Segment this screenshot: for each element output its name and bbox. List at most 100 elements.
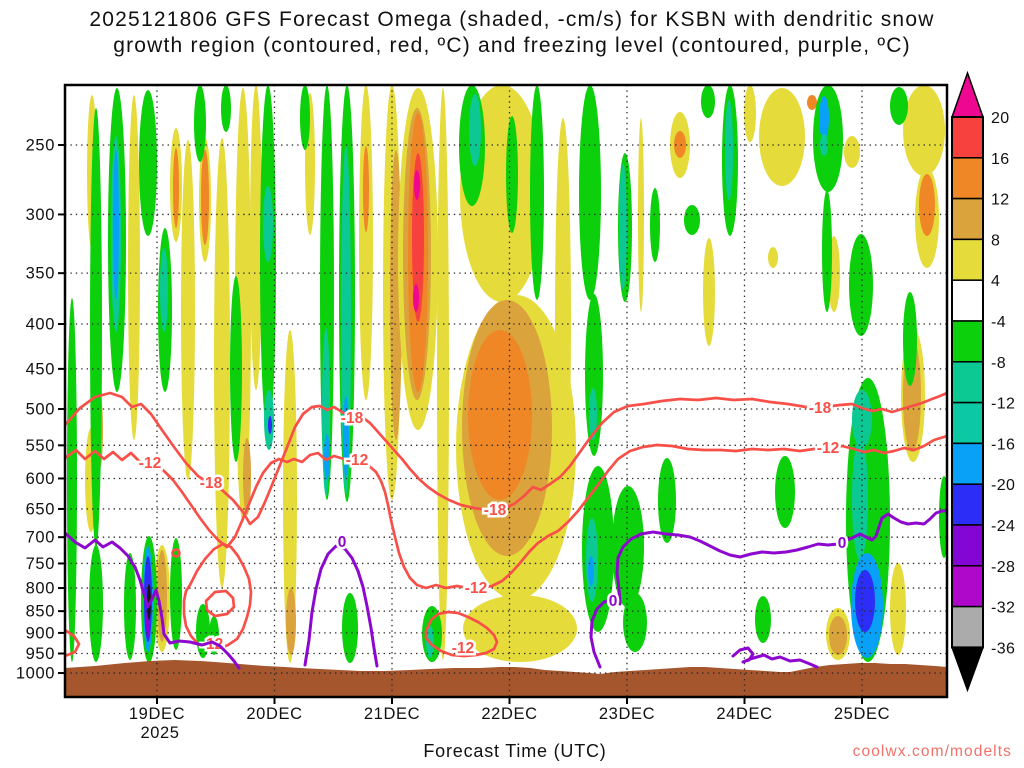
omega-shade-blob (855, 570, 875, 632)
x-tick-label-22DEC: 22DEC (481, 705, 537, 723)
omega-shade-blob (890, 563, 906, 655)
dendritic-growth-region-contour-label: -12 (139, 455, 161, 472)
omega-shade-blob (343, 396, 349, 478)
omega-shade-blob (469, 94, 481, 166)
dendritic-growth-region-contour-label: -18 (200, 475, 223, 492)
colorbar-label--24: -24 (991, 518, 1015, 535)
watermark: coolwx.com/modelts (853, 743, 1012, 760)
omega-shade-blob (844, 136, 860, 168)
omega-shade-blob (221, 85, 231, 132)
dendritic-growth-region-contour-label: -18 (484, 502, 507, 519)
omega-shade-blob (588, 556, 594, 586)
omega-shade-blob (124, 553, 136, 660)
dendritic-growth-region-contour (182, 542, 253, 651)
colorbar-cell (951, 116, 984, 159)
omega-shade-blob (755, 596, 771, 643)
omega-shade-blob (170, 538, 182, 650)
omega-shade-blob (283, 330, 297, 663)
omega-shade-blob (300, 85, 310, 150)
colorbar-label--20: -20 (991, 477, 1015, 494)
colorbar-cell (951, 524, 984, 567)
freezing-level-contour (589, 509, 947, 669)
freezing-level-contour (731, 646, 819, 669)
colorbar-cell (951, 157, 984, 200)
omega-shade-blob (903, 85, 945, 176)
colorbar-label-20: 20 (991, 110, 1010, 127)
omega-shade-blob (725, 100, 733, 200)
colorbar-under-arrow (950, 646, 985, 693)
colorbar-label-16: 16 (991, 151, 1010, 168)
y-tick-label-850: 850 (26, 603, 55, 621)
terrain (65, 660, 947, 696)
omega-shade-blob (903, 292, 917, 386)
colorbar-cell (951, 279, 984, 322)
x-axis-year-label: 2025 (140, 724, 179, 742)
colorbar-label--4: -4 (991, 314, 1006, 331)
omega-shade-blob (437, 88, 449, 660)
omega-shade-blob (820, 134, 828, 156)
omega-shade-blob (807, 95, 817, 110)
omega-shade-blob (775, 456, 795, 528)
y-tick-label-300: 300 (26, 206, 55, 224)
dendritic-growth-region-contour-label: -18 (809, 400, 832, 417)
omega-shade-blob (468, 330, 532, 500)
freezing-level-contour-label: 0 (609, 593, 618, 610)
dendritic-growth-region-contour-label: -12 (346, 452, 368, 469)
omega-shade-blob (194, 85, 206, 162)
omega-shade-blob (363, 146, 369, 232)
x-tick-label-25DEC: 25DEC (834, 705, 890, 723)
omega-shade-blob (139, 90, 157, 236)
omega-shade-blob (173, 148, 179, 228)
omega-shade-blob (243, 438, 251, 515)
omega-shade-blob (674, 131, 686, 158)
omega-shade-blob (181, 140, 195, 480)
omega-shade-blob (744, 85, 756, 142)
y-tick-label-800: 800 (26, 580, 55, 598)
colorbar-over-arrow (950, 70, 985, 118)
omega-shade-blob (286, 588, 296, 655)
omega-shade-blob (89, 545, 103, 662)
omega-shade-blob (890, 87, 908, 125)
x-tick-label-23DEC: 23DEC (599, 705, 655, 723)
colorbar-label--36: -36 (991, 640, 1015, 657)
omega-shade-blob (250, 85, 262, 390)
omega-shade-blob (612, 486, 644, 608)
omega-shade-blob (230, 276, 242, 462)
dendritic-growth-region-contour (204, 589, 236, 618)
omega-shade-blob (555, 118, 571, 522)
omega-shade-blob (67, 298, 77, 662)
grid (65, 85, 947, 697)
dendritic-growth-region-contour (65, 391, 947, 526)
x-tick-label-19DEC: 19DEC (129, 705, 185, 723)
y-tick-label-400: 400 (26, 316, 55, 334)
dendritic-growth-region-contour-label: -18 (341, 410, 364, 427)
x-axis-labels: 19DEC 20DEC 21DEC 22DEC 23DEC 24DEC 25DEC 2025 (129, 705, 890, 742)
y-tick-label-250: 250 (26, 137, 55, 155)
y-tick-label-900: 900 (26, 624, 55, 642)
omega-shade-blob (701, 85, 715, 118)
colorbar-cell (951, 565, 984, 608)
y-tick-label-600: 600 (26, 470, 55, 488)
omega-shade-blob (341, 146, 351, 495)
omega-shade-blob (263, 186, 273, 262)
colorbar-label--8: -8 (991, 355, 1006, 372)
colorbar-label--28: -28 (991, 559, 1015, 576)
x-tick-label-20DEC: 20DEC (246, 705, 302, 723)
freezing-level-contour-label: 0 (838, 535, 847, 552)
omega-shade-blob (201, 150, 209, 245)
omega-shade-blob (589, 388, 597, 440)
omega-shade-blob (359, 85, 373, 400)
colorbar-cell (951, 197, 984, 241)
colorbar-cell (951, 483, 984, 526)
chart-title-line2: growth region (contoured, red, ºC) and f… (113, 34, 911, 57)
omega-shade-blob (703, 238, 715, 346)
y-tick-label-1000: 1000 (16, 665, 55, 683)
freezing-level-contour (65, 531, 241, 670)
colorbar-cell (951, 605, 984, 649)
omega-shade-blob (768, 247, 778, 268)
omega-shade-blob (463, 595, 577, 662)
omega-shade-blob (128, 95, 140, 440)
y-axis-labels: 250 300 350 400 450 500 550 600 650 700 750 800 850 9… (16, 137, 55, 683)
